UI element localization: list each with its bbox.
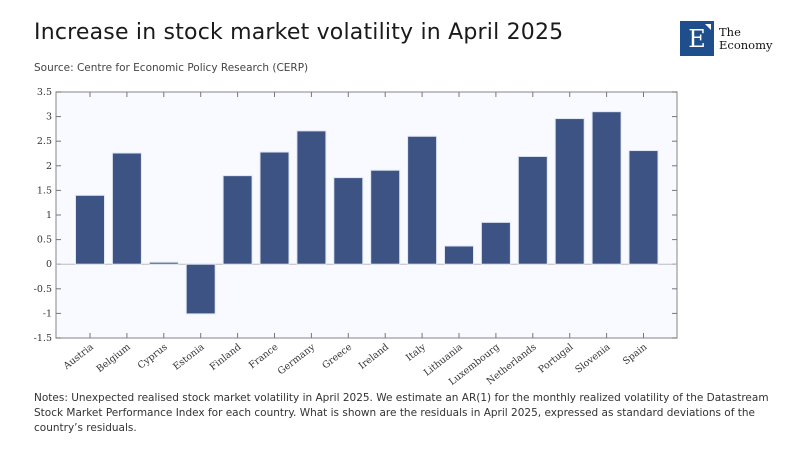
bar-portugal <box>554 118 585 265</box>
y-tick-label: 2 <box>46 161 52 172</box>
bar-estonia <box>185 263 216 315</box>
chart-title: Increase in stock market volatility in A… <box>34 20 564 45</box>
bar-slovenia <box>591 111 622 265</box>
bar-germany <box>296 130 327 265</box>
bar-chart: -1.5 -1 -0.5 0 0.5 1 1.5 2 2.5 3 3.5 AustriaBelgium… <box>34 87 678 388</box>
bar-lithuania <box>444 245 474 265</box>
x-tick-label: Cyprus <box>136 342 170 372</box>
logo-line2: Economy <box>719 37 773 52</box>
x-tick-label: Italy <box>404 341 428 363</box>
x-tick-label: Germany <box>276 341 318 377</box>
source-text: Source: Centre for Economic Policy Resea… <box>34 62 309 74</box>
bar-finland <box>222 175 253 265</box>
x-tick-label: Estonia <box>171 341 207 372</box>
y-tick-label: 0.5 <box>37 235 52 246</box>
y-tick-label: 2.5 <box>37 136 52 147</box>
y-tick-label: 3 <box>46 112 52 123</box>
x-tick-label: Portugal <box>536 342 575 376</box>
x-tick-label: Finland <box>208 342 244 373</box>
x-tick-label: France <box>247 341 281 371</box>
bar-france <box>259 151 290 265</box>
bar-austria <box>75 194 105 265</box>
the-economy-logo: E The Economy <box>680 21 773 56</box>
x-tick-label: Ireland <box>357 342 391 372</box>
x-tick-label: Belgium <box>95 342 133 375</box>
x-tick-label: Greece <box>320 341 354 371</box>
y-tick-label: 3.5 <box>37 87 52 98</box>
bar-ireland <box>370 169 401 265</box>
y-tick-label: -1 <box>43 308 52 319</box>
y-tick-label: 1 <box>46 210 52 221</box>
bar-italy <box>407 135 438 265</box>
y-tick-label: 1.5 <box>37 185 52 196</box>
logo-mark-icon: E <box>680 21 714 56</box>
bar-cyprus <box>148 261 179 265</box>
bar-luxembourg <box>480 221 511 265</box>
bar-netherlands <box>517 155 548 265</box>
y-tick-label: -0.5 <box>34 284 52 295</box>
bar-belgium <box>111 152 142 265</box>
bar-greece <box>333 177 364 265</box>
x-tick-label: Austria <box>61 341 96 372</box>
x-tick-label: Slovenia <box>573 341 612 375</box>
y-tick-label: -1.5 <box>34 333 52 344</box>
y-tick-label: 0 <box>46 259 52 270</box>
notes-text: Notes: Unexpected realised stock market … <box>34 392 769 434</box>
x-tick-label: Spain <box>621 342 649 368</box>
logo-line1: The <box>719 24 741 39</box>
bar-spain <box>628 150 659 265</box>
